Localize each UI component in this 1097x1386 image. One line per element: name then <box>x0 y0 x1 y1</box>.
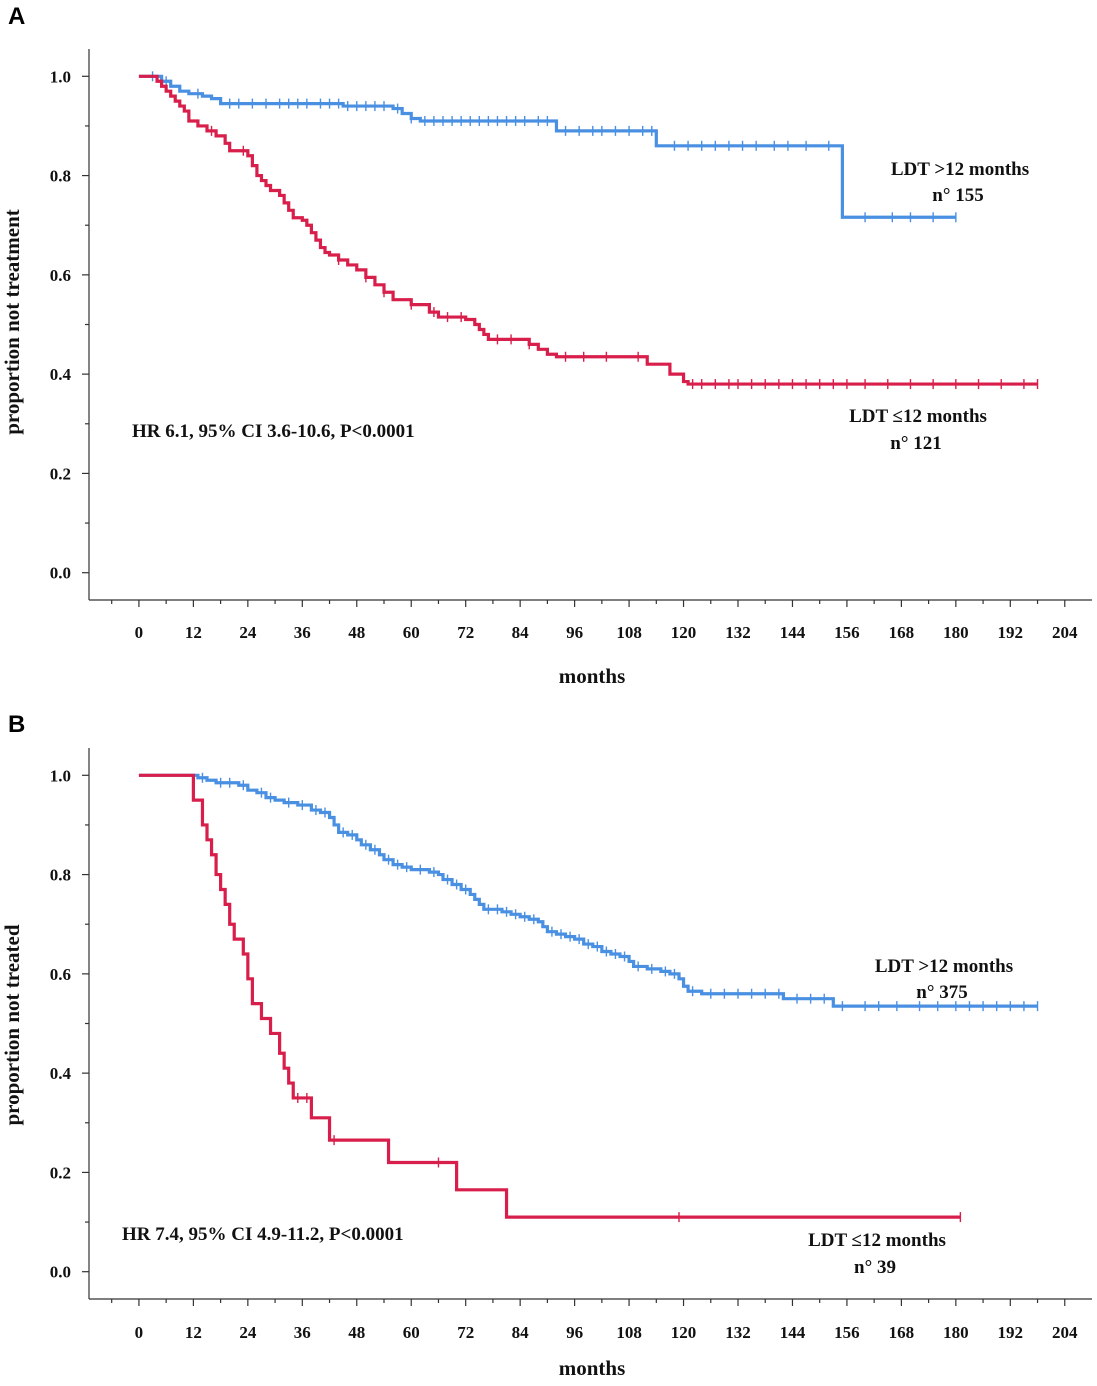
x-axis-title-a: months <box>559 664 626 688</box>
y-axis-title-b: proportion not treated <box>0 924 24 1125</box>
x-tick-label: 120 <box>671 623 697 642</box>
x-tick-label: 72 <box>457 1323 474 1342</box>
x-tick-label: 108 <box>616 623 642 642</box>
x-tick-label: 156 <box>834 1323 860 1342</box>
x-axis-title-b: months <box>559 1356 626 1380</box>
y-tick-label: 1.0 <box>50 67 71 86</box>
panel-a: A 0 12 24 36 48 60 72 84 96 108 120 132 144 156 168 180… <box>0 3 1092 688</box>
x-tick-label: 108 <box>616 1323 642 1342</box>
y-tick-label: 0.8 <box>50 167 71 186</box>
x-tick-label: 132 <box>725 623 751 642</box>
km-chart-b: B 0 12 24 36 48 60 72 84 96 108 120 132 144 156 168 180… <box>0 711 1092 1380</box>
x-tick-label: 0 <box>135 623 144 642</box>
legend-label-b-blue: LDT >12 months <box>875 956 1013 977</box>
x-tick-label: 48 <box>348 623 365 642</box>
x-tick-label: 36 <box>294 1323 311 1342</box>
x-tick-label: 24 <box>239 1323 257 1342</box>
x-tick-label: 84 <box>512 623 530 642</box>
ticks-b <box>82 774 1066 1306</box>
y-tick-label: 0.6 <box>50 965 71 984</box>
series-layer-a <box>138 71 1039 390</box>
legend-count-b-red: n° 39 <box>854 1257 896 1278</box>
x-tick-label: 84 <box>512 1323 530 1342</box>
hr-annotation-b: HR 7.4, 95% CI 4.9-11.2, P<0.0001 <box>122 1224 404 1245</box>
y-tick-label: 0.4 <box>50 365 72 384</box>
x-tick-label: 24 <box>239 623 257 642</box>
x-tick-label: 60 <box>403 623 420 642</box>
y-tick-label: 0.8 <box>50 866 71 885</box>
x-tick-label: 156 <box>834 623 860 642</box>
x-tick-label: 192 <box>998 1323 1024 1342</box>
x-tick-label: 192 <box>998 623 1024 642</box>
x-tick-label: 72 <box>457 623 474 642</box>
km-chart-a: A 0 12 24 36 48 60 72 84 96 108 120 132 144 156 168 180… <box>0 3 1092 688</box>
x-tick-label: 180 <box>943 1323 969 1342</box>
panel-letter-b: B <box>8 711 25 738</box>
legend-count-a-blue: n° 155 <box>932 185 983 206</box>
y-tick-label: 0.6 <box>50 266 71 285</box>
y-tick-label: 0.0 <box>50 1263 71 1282</box>
x-tick-label: 36 <box>294 623 311 642</box>
x-tick-label: 96 <box>566 623 583 642</box>
x-tick-label: 132 <box>725 1323 751 1342</box>
x-tick-label: 168 <box>889 1323 915 1342</box>
x-tick-label: 144 <box>780 623 806 642</box>
y-tick-label: 0.4 <box>50 1064 72 1083</box>
km-curve-le12 <box>138 74 1038 386</box>
x-tick-label: 120 <box>671 1323 697 1342</box>
x-tick-label: 12 <box>185 623 202 642</box>
km-curve-le12 <box>138 773 961 1219</box>
x-tick-label: 0 <box>135 1323 144 1342</box>
legend-label-b-red: LDT ≤12 months <box>808 1230 946 1251</box>
legend-count-a-red: n° 121 <box>890 433 941 454</box>
x-tick-label: 168 <box>889 623 915 642</box>
y-tick-label: 0.0 <box>50 564 71 583</box>
x-tick-label: 96 <box>566 1323 583 1342</box>
tick-labels-a: 0 12 24 36 48 60 72 84 96 108 120 132 144 156 168 180 19… <box>50 67 1078 642</box>
panel-b: B 0 12 24 36 48 60 72 84 96 108 120 132 144 156 168 180… <box>0 700 1097 1386</box>
y-axis-title-a: proportion not treatment <box>0 209 24 435</box>
x-tick-label: 180 <box>943 623 969 642</box>
y-tick-label: 1.0 <box>50 766 71 785</box>
ticks-a <box>82 75 1066 607</box>
km-curve-gt12 <box>138 773 1038 1008</box>
hr-annotation-a: HR 6.1, 95% CI 3.6-10.6, P<0.0001 <box>132 421 415 442</box>
y-tick-label: 0.2 <box>50 1163 71 1182</box>
x-tick-label: 204 <box>1052 623 1078 642</box>
legend-count-b-blue: n° 375 <box>916 982 967 1003</box>
legend-label-a-red: LDT ≤12 months <box>849 406 987 427</box>
y-tick-label: 0.2 <box>50 464 71 483</box>
x-tick-label: 48 <box>348 1323 365 1342</box>
x-tick-label: 12 <box>185 1323 202 1342</box>
tick-labels-b: 0 12 24 36 48 60 72 84 96 108 120 132 144 156 168 180 19… <box>50 766 1078 1342</box>
panel-letter-a: A <box>8 3 25 30</box>
series-layer-b <box>138 772 1039 1223</box>
km-curve-gt12 <box>138 74 956 219</box>
legend-label-a-blue: LDT >12 months <box>891 159 1029 180</box>
x-tick-label: 204 <box>1052 1323 1078 1342</box>
x-tick-label: 144 <box>780 1323 806 1342</box>
x-tick-label: 60 <box>403 1323 420 1342</box>
